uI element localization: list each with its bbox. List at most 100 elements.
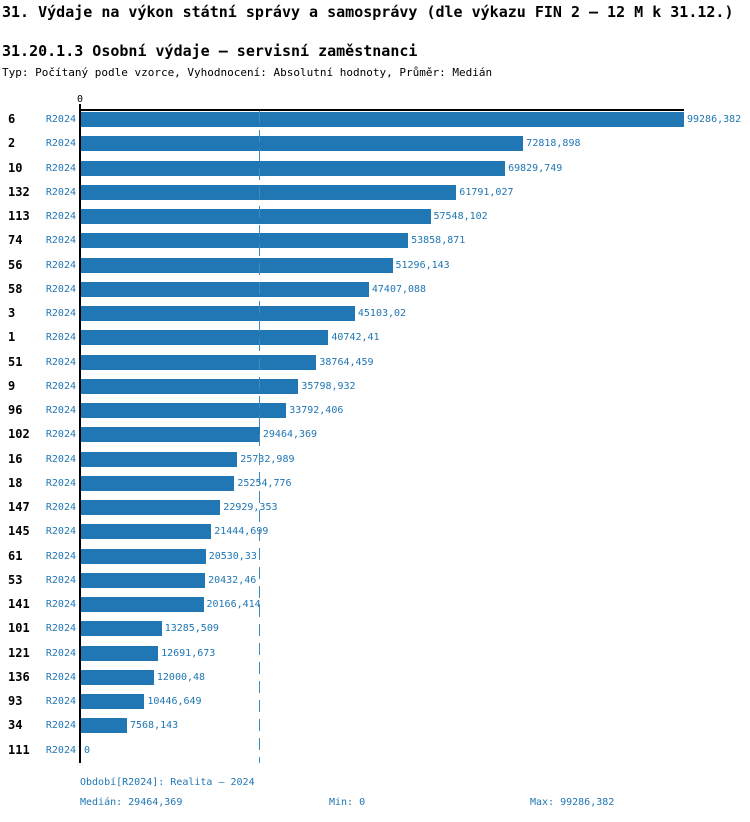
bar-wrap: 0 — [81, 742, 91, 758]
bar — [81, 427, 260, 443]
chart-row: 101 R2024 13285,509 — [0, 619, 750, 643]
series-label: R2024 — [45, 526, 76, 538]
chart-row: 1 R2024 40742,41 — [0, 328, 750, 352]
series-label: R2024 — [45, 211, 76, 222]
footer-max: Max: 99286,382 — [530, 797, 615, 808]
bar-wrap: 47407,088 — [81, 281, 427, 297]
bar-wrap: 72818,898 — [81, 136, 581, 152]
category-label: 6 — [8, 112, 16, 126]
series-label: R2024 — [45, 429, 76, 441]
bar — [81, 548, 206, 564]
bar-wrap: 10446,649 — [81, 694, 202, 709]
bar-wrap: 69829,749 — [81, 160, 563, 176]
bar — [81, 572, 206, 588]
series-label: R2024 — [45, 453, 76, 465]
bar-wrap: 35798,932 — [81, 378, 356, 394]
category-label: 51 — [8, 354, 23, 369]
bar — [81, 645, 159, 661]
chart-meta-line: Typ: Počítaný podle vzorce, Vyhodnocení:… — [2, 66, 493, 79]
bar-wrap: 61791,027 — [81, 184, 514, 200]
series-label: R2024 — [45, 574, 76, 586]
bar-wrap: 12000,48 — [81, 669, 206, 685]
bar — [81, 354, 317, 370]
category-label: 58 — [8, 281, 23, 296]
footer-period: Období[R2024]: Realita – 2024 — [80, 777, 255, 788]
bar — [81, 257, 393, 273]
bar — [81, 597, 204, 612]
category-label: 18 — [8, 475, 23, 490]
series-label: R2024 — [45, 599, 76, 610]
bar-wrap: 53858,871 — [81, 233, 466, 249]
chart-rows: 6 R2024 99286,382 2 R2024 72818,898 10 R2024 698… — [0, 110, 750, 765]
chart-row: 111 R2024 0 — [0, 741, 750, 765]
value-label: 45103,02 — [357, 306, 407, 321]
category-label: 56 — [8, 257, 23, 272]
bar — [81, 330, 329, 346]
series-label: R2024 — [45, 332, 76, 344]
bar-wrap: 20530,33 — [81, 548, 257, 564]
series-label: R2024 — [45, 356, 76, 368]
value-label: 33792,406 — [289, 403, 344, 418]
chart-row: 74 R2024 53858,871 — [0, 231, 750, 255]
bar — [81, 669, 154, 685]
category-label: 53 — [8, 572, 23, 587]
category-label: 34 — [8, 718, 23, 733]
category-label: 111 — [8, 742, 30, 757]
page-title: 31. Výdaje na výkon státní správy a samo… — [2, 3, 734, 21]
median-reference-line — [259, 111, 260, 763]
value-label: 99286,382 — [687, 112, 742, 127]
category-label: 102 — [8, 427, 30, 442]
category-label: 141 — [8, 597, 30, 611]
value-label: 51296,143 — [395, 257, 450, 273]
chart-row: 9 R2024 35798,932 — [0, 377, 750, 401]
chart-row: 58 R2024 47407,088 — [0, 280, 750, 304]
x-axis-top-line — [80, 109, 684, 111]
chart-row: 51 R2024 38764,459 — [0, 353, 750, 377]
series-label: R2024 — [45, 114, 76, 125]
bar — [81, 500, 221, 515]
bar-wrap: 38764,459 — [81, 354, 374, 370]
category-label: 121 — [8, 645, 30, 660]
series-label: R2024 — [45, 283, 76, 295]
category-label: 145 — [8, 524, 30, 539]
chart-row: 56 R2024 51296,143 — [0, 256, 750, 280]
footer-min: Min: 0 — [329, 797, 366, 808]
category-label: 61 — [8, 548, 23, 563]
chart-row: 18 R2024 25254,776 — [0, 474, 750, 498]
series-label: R2024 — [45, 405, 76, 416]
bar — [81, 233, 409, 249]
value-label: 22929,353 — [223, 500, 278, 515]
chart-row: 121 R2024 12691,673 — [0, 644, 750, 668]
bar — [81, 160, 506, 176]
chart-row: 96 R2024 33792,406 — [0, 401, 750, 425]
bar — [81, 475, 235, 491]
bar-wrap: 40742,41 — [81, 330, 380, 346]
chart-row: 93 R2024 10446,649 — [0, 692, 750, 716]
series-label: R2024 — [45, 186, 76, 198]
chart-subtitle: 31.20.1.3 Osobní výdaje – servisní zaměs… — [2, 42, 418, 60]
series-label: R2024 — [45, 308, 76, 319]
value-label: 69829,749 — [508, 160, 563, 176]
bar — [81, 306, 355, 321]
value-label: 61791,027 — [459, 184, 514, 200]
category-label: 74 — [8, 233, 23, 248]
chart-row: 16 R2024 25732,989 — [0, 450, 750, 474]
category-label: 132 — [8, 184, 30, 199]
value-label: 25254,776 — [237, 475, 292, 491]
series-label: R2024 — [45, 671, 76, 683]
bar — [81, 281, 369, 297]
chart-row: 6 R2024 99286,382 — [0, 110, 750, 134]
category-label: 96 — [8, 403, 23, 417]
chart-row: 132 R2024 61791,027 — [0, 183, 750, 207]
category-label: 93 — [8, 694, 23, 708]
bar — [81, 378, 299, 394]
bar — [81, 524, 212, 540]
chart-row: 145 R2024 21444,699 — [0, 522, 750, 546]
chart-row: 102 R2024 29464,369 — [0, 425, 750, 449]
chart-row: 3 R2024 45103,02 — [0, 304, 750, 328]
series-label: R2024 — [45, 696, 76, 707]
category-label: 2 — [8, 136, 16, 151]
series-label: R2024 — [45, 720, 76, 732]
value-label: 7568,143 — [130, 718, 179, 734]
